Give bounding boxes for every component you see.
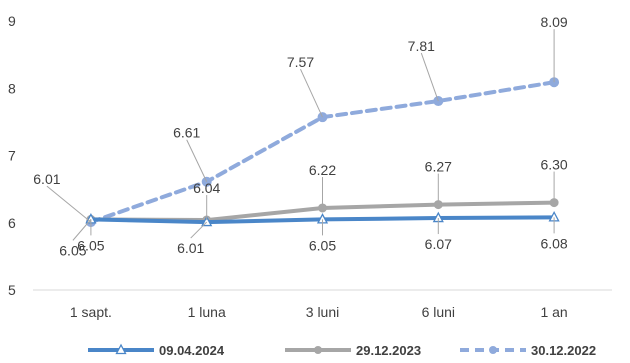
x-tick-label: 6 luni bbox=[422, 304, 455, 320]
label-leader-line bbox=[72, 219, 92, 241]
x-tick-label: 3 luni bbox=[306, 304, 339, 320]
label-leader-line bbox=[46, 185, 92, 223]
legend-marker bbox=[314, 346, 322, 354]
label-leaders bbox=[46, 29, 555, 241]
legend-marker bbox=[115, 343, 127, 355]
legend-label: 29.12.2023 bbox=[356, 343, 421, 358]
data-point bbox=[201, 215, 213, 227]
data-label: 6.22 bbox=[309, 162, 336, 178]
data-label: 6.04 bbox=[193, 180, 220, 196]
y-tick-label: 9 bbox=[8, 13, 16, 29]
y-tick-label: 6 bbox=[8, 215, 16, 231]
legend-label: 09.04.2024 bbox=[159, 343, 225, 358]
data-label: 8.09 bbox=[540, 14, 567, 30]
label-leader-line bbox=[190, 221, 208, 239]
y-tick-label: 5 bbox=[8, 282, 16, 298]
data-label: 7.57 bbox=[287, 54, 314, 70]
label-leader-line bbox=[420, 52, 439, 102]
data-label: 6.01 bbox=[177, 240, 204, 256]
y-tick-label: 7 bbox=[8, 148, 16, 164]
data-label: 6.30 bbox=[540, 157, 567, 173]
data-label: 6.08 bbox=[540, 235, 567, 251]
y-tick-label: 8 bbox=[8, 80, 16, 96]
data-labels: 6.05 6.01 6.05 6.07 6.08 6.05 6.04 6.22 6.27 6.30… bbox=[33, 14, 568, 258]
data-label: 7.81 bbox=[408, 38, 435, 54]
data-label: 6.05 bbox=[59, 242, 86, 258]
legend: 09.04.2024 29.12.2023 30.12.2022 bbox=[88, 343, 596, 358]
x-tick-label: 1 an bbox=[540, 304, 567, 320]
x-axis: 1 sapt. 1 luna 3 luni 6 luni 1 an bbox=[33, 289, 612, 320]
x-tick-label: 1 luna bbox=[188, 304, 226, 320]
data-label: 6.07 bbox=[425, 236, 452, 252]
data-label: 6.01 bbox=[33, 171, 60, 187]
data-label: 6.61 bbox=[173, 125, 200, 141]
data-label: 6.27 bbox=[425, 159, 452, 175]
x-tick-label: 1 sapt. bbox=[70, 304, 112, 320]
label-leader-line bbox=[186, 139, 208, 182]
legend-label: 30.12.2022 bbox=[531, 343, 596, 358]
y-axis: 5 6 7 8 9 bbox=[8, 13, 16, 298]
data-label: 6.05 bbox=[77, 237, 104, 253]
legend-marker bbox=[489, 346, 497, 354]
data-label: 6.05 bbox=[309, 237, 336, 253]
label-leader-line bbox=[300, 68, 323, 118]
